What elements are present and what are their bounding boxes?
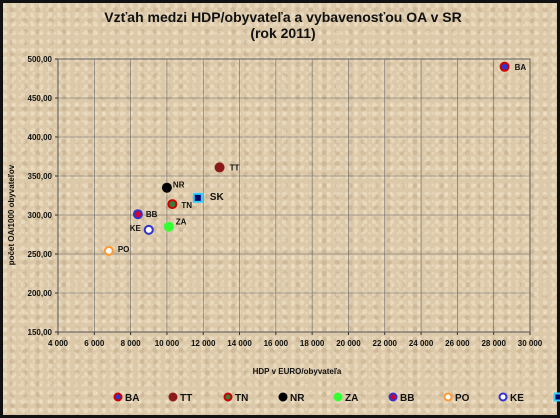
x-tick-label: 18 000: [300, 339, 325, 348]
y-tick-label: 450,00: [28, 94, 53, 103]
x-tick-label: 30 000: [518, 339, 543, 348]
point-label-sk: SK: [210, 192, 225, 203]
legend-marker-ke: [498, 392, 508, 402]
legend-marker-za: [333, 392, 343, 402]
point-label-tn: TN: [181, 201, 192, 210]
point-ke: [143, 224, 154, 235]
x-tick-label: 10 000: [155, 339, 180, 348]
chart-title-line1: Vzťah medzi HDP/obyvateľa a vybavenosťou…: [104, 9, 462, 25]
point-ba: [499, 61, 510, 72]
legend-marker-nr: [278, 392, 288, 402]
y-tick-label: 500,00: [28, 55, 53, 64]
data-points: [103, 61, 510, 256]
point-za: [163, 221, 174, 232]
y-tick-label: 350,00: [28, 172, 53, 181]
point-po: [103, 245, 114, 256]
point-bb: [132, 209, 143, 220]
plot-border: [57, 58, 531, 333]
legend-marker-po: [443, 392, 453, 402]
point-label-nr: NR: [173, 181, 185, 190]
legend-label-bb: BB: [400, 393, 414, 404]
point-tt: [214, 162, 225, 173]
legend-marker-ba: [113, 392, 123, 402]
x-tick-label: 4 000: [48, 339, 69, 348]
legend-marker-tt: [168, 392, 178, 402]
plot-area: [57, 58, 531, 333]
x-tick-label: 8 000: [121, 339, 142, 348]
legend-label-tn: TN: [235, 393, 248, 404]
point-sk: [192, 192, 203, 203]
grid-lines: [58, 58, 531, 332]
x-axis-ticks: 4 000 6 000 8 000 10 000 12 000 14 000 16 000 1…: [48, 332, 543, 348]
point-label-po: PO: [118, 245, 130, 254]
x-tick-label: 22 000: [373, 339, 398, 348]
x-tick-label: 24 000: [409, 339, 434, 348]
y-tick-label: 300,00: [28, 211, 53, 220]
y-axis-label: počet OA/1000 obyvateľov: [7, 164, 16, 265]
y-tick-label: 250,00: [28, 250, 53, 259]
legend-label-ba: BA: [125, 393, 139, 404]
point-nr: [161, 182, 172, 193]
point-label-ke: KE: [130, 224, 142, 233]
y-tick-label: 200,00: [28, 289, 53, 298]
point-label-bb: BB: [146, 210, 158, 219]
point-label-za: ZA: [176, 218, 187, 227]
chart-title-line2: (rok 2011): [250, 25, 315, 41]
point-label-ba: BA: [515, 63, 527, 72]
x-tick-label: 12 000: [191, 339, 216, 348]
point-tn: [167, 199, 178, 210]
x-tick-label: 26 000: [445, 339, 470, 348]
x-tick-label: 28 000: [481, 339, 506, 348]
legend-label-za: ZA: [345, 393, 358, 404]
y-tick-label: 150,00: [28, 328, 53, 337]
legend-label-nr: NR: [290, 393, 305, 404]
x-tick-label: 20 000: [336, 339, 361, 348]
legend-label-tt: TT: [180, 393, 192, 404]
point-label-tt: TT: [230, 163, 240, 172]
point-labels: BA TT TN NR ZA BB PO KE SK: [118, 63, 527, 254]
x-tick-label: 6 000: [84, 339, 105, 348]
x-axis-label: HDP v EURO/obyvateľa: [253, 367, 342, 376]
legend-label-ke: KE: [510, 393, 524, 404]
x-tick-label: 14 000: [227, 339, 252, 348]
legend-marker-tn: [223, 392, 233, 402]
legend-marker-sk: [553, 392, 560, 402]
y-axis-ticks: 150,00 200,00 250,00 300,00 350,00 400,00 450,…: [28, 55, 58, 337]
x-tick-label: 16 000: [264, 339, 289, 348]
y-tick-label: 400,00: [28, 133, 53, 142]
legend-label-po: PO: [455, 393, 470, 404]
legend-marker-bb: [388, 392, 398, 402]
